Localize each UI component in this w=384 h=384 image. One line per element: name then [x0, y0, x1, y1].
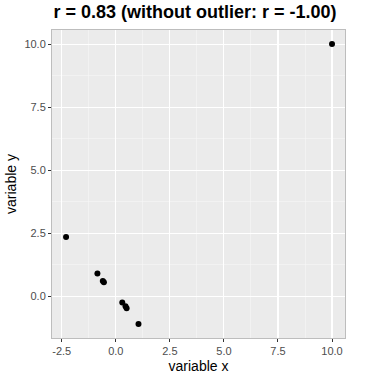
- svg-text:0.0: 0.0: [108, 345, 123, 357]
- svg-text:variable x: variable x: [169, 358, 229, 374]
- svg-text:-2.5: -2.5: [52, 345, 71, 357]
- svg-text:2.5: 2.5: [31, 227, 46, 239]
- svg-text:r = 0.83 (without outlier: r =: r = 0.83 (without outlier: r = -1.00): [53, 2, 336, 22]
- svg-text:5.0: 5.0: [216, 345, 231, 357]
- svg-text:5.0: 5.0: [31, 164, 46, 176]
- svg-text:10.0: 10.0: [24, 38, 45, 50]
- svg-text:0.0: 0.0: [31, 290, 46, 302]
- svg-text:2.5: 2.5: [162, 345, 177, 357]
- svg-text:7.5: 7.5: [270, 345, 285, 357]
- svg-text:10.0: 10.0: [321, 345, 342, 357]
- svg-text:7.5: 7.5: [31, 101, 46, 113]
- svg-text:variable y: variable y: [3, 154, 19, 214]
